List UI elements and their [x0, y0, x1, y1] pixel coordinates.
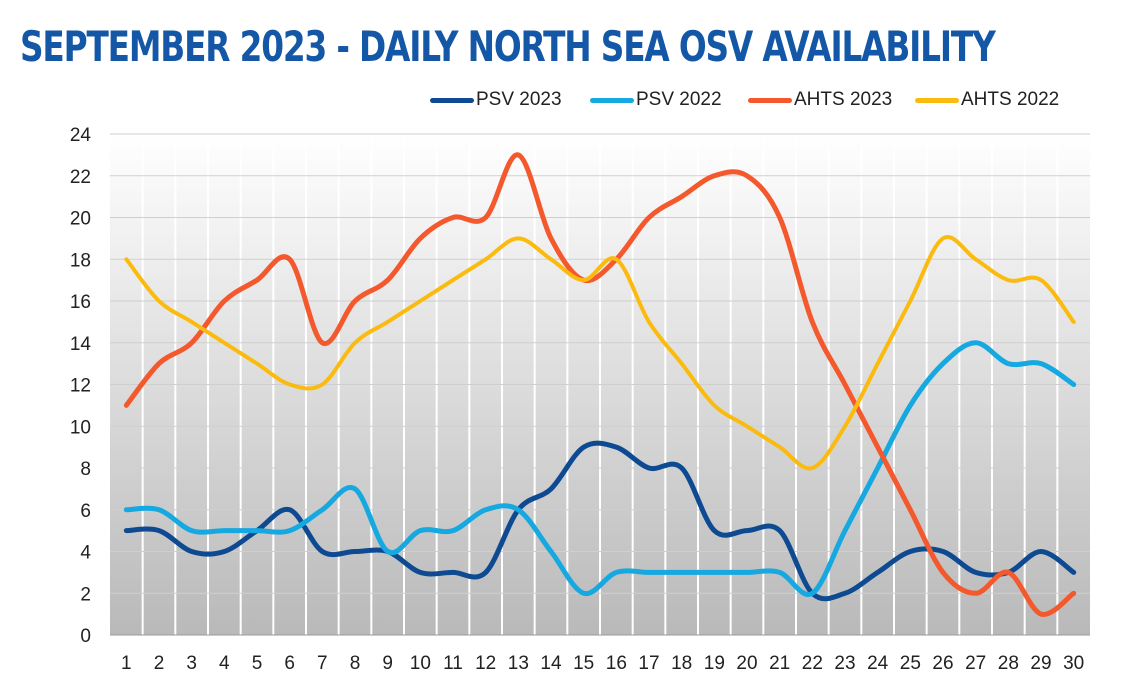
- x-tick-label: 20: [736, 653, 757, 674]
- x-tick-label: 2: [154, 653, 165, 674]
- x-tick-label: 25: [900, 653, 921, 674]
- y-tick-label: 24: [70, 125, 92, 146]
- y-tick-label: 14: [70, 334, 92, 355]
- legend-label: PSV 2023: [476, 89, 562, 110]
- series-line-psv-2023: [123, 440, 1077, 602]
- y-tick-label: 8: [80, 459, 91, 480]
- x-tick-label: 22: [802, 653, 823, 674]
- y-tick-label: 2: [80, 584, 91, 605]
- x-tick-label: 12: [475, 653, 496, 674]
- legend-swatch: [430, 97, 474, 103]
- y-tick-label: 18: [70, 250, 91, 271]
- x-tick-label: 9: [382, 653, 393, 674]
- x-tick-label: 6: [284, 653, 295, 674]
- x-tick-label: 21: [769, 653, 790, 674]
- y-tick-label: 20: [70, 209, 91, 230]
- chart-title: SEPTEMBER 2023 - DAILY NORTH SEA OSV AVA…: [20, 22, 996, 71]
- legend-item: AHTS 2023: [748, 89, 892, 111]
- legend-swatch: [748, 97, 792, 103]
- legend-label: AHTS 2023: [794, 89, 893, 110]
- legend-swatch: [915, 97, 959, 103]
- legend-item: AHTS 2022: [915, 89, 1059, 111]
- x-tick-label: 14: [540, 653, 562, 674]
- x-tick-label: 26: [932, 653, 953, 674]
- x-tick-label: 27: [965, 653, 986, 674]
- y-tick-label: 6: [80, 501, 91, 522]
- x-tick-label: 30: [1063, 653, 1084, 674]
- x-tick-label: 19: [704, 653, 725, 674]
- x-tick-label: 24: [867, 653, 889, 674]
- x-tick-label: 7: [317, 653, 328, 674]
- x-tick-label: 29: [1030, 653, 1051, 674]
- y-tick-label: 22: [70, 167, 91, 188]
- x-tick-label: 4: [219, 653, 230, 674]
- x-tick-label: 17: [638, 653, 659, 674]
- x-tick-label: 16: [606, 653, 627, 674]
- y-tick-label: 10: [70, 417, 91, 438]
- x-tick-label: 18: [671, 653, 692, 674]
- legend-item: PSV 2023: [430, 89, 562, 111]
- y-tick-label: 12: [70, 376, 91, 397]
- x-tick-label: 23: [834, 653, 855, 674]
- x-tick-label: 13: [508, 653, 529, 674]
- x-tick-label: 8: [350, 653, 361, 674]
- x-tick-label: 1: [121, 653, 132, 674]
- x-tick-label: 10: [410, 653, 431, 674]
- x-tick-label: 28: [998, 653, 1019, 674]
- x-tick-label: 3: [186, 653, 197, 674]
- y-tick-label: 16: [70, 292, 91, 313]
- x-tick-label: 5: [252, 653, 263, 674]
- y-tick-label: 0: [80, 626, 91, 647]
- legend-item: PSV 2022: [590, 89, 722, 111]
- x-tick-label: 11: [443, 653, 463, 674]
- legend-label: PSV 2022: [636, 89, 722, 110]
- y-tick-label: 4: [80, 543, 91, 564]
- x-tick-label: 15: [573, 653, 594, 674]
- legend-swatch: [590, 97, 634, 103]
- legend-label: AHTS 2022: [961, 89, 1060, 110]
